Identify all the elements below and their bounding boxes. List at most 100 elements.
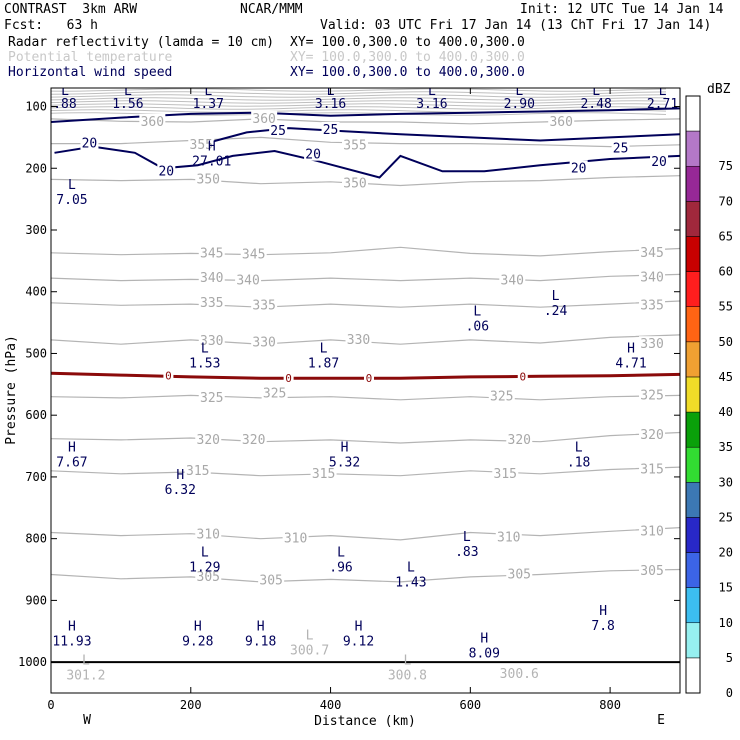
colorbar-cell-55 bbox=[685, 271, 701, 307]
theta-label: 315 bbox=[186, 464, 209, 479]
theta-label-bg bbox=[639, 562, 666, 577]
theta-upper-contour bbox=[51, 97, 667, 101]
x-tick-label: 800 bbox=[599, 698, 621, 712]
wind-extremum-type: H bbox=[176, 468, 184, 483]
theta-label: 350 bbox=[343, 177, 366, 192]
theta-label-bg bbox=[639, 426, 666, 441]
x-tick-label: 200 bbox=[180, 698, 202, 712]
wind-extremum-type: H bbox=[599, 604, 607, 619]
theta-label: 310 bbox=[284, 532, 307, 547]
wind-extremum-value: 9.18 bbox=[245, 634, 276, 649]
model-name: CONTRAST 3km ARW bbox=[4, 2, 138, 17]
init-time: Init: 12 UTC Tue 14 Jan 14 bbox=[520, 2, 724, 17]
theta-label-bg bbox=[139, 113, 166, 128]
wind-extremum-type: L bbox=[575, 440, 583, 455]
top-extremum-type: L bbox=[592, 84, 600, 99]
theta-label-bg bbox=[506, 566, 533, 581]
theta-label-bg bbox=[251, 110, 278, 125]
x-tick-label: 0 bbox=[47, 698, 54, 712]
colorbar-label-20: 20 bbox=[719, 546, 733, 560]
theta-label-bg bbox=[488, 388, 515, 403]
colorbar-label-10: 10 bbox=[719, 616, 733, 630]
x-axis-label: Distance (km) bbox=[314, 714, 416, 729]
colorbar-cell-30 bbox=[685, 446, 701, 483]
theta-label: 305 bbox=[197, 570, 220, 585]
theta-label-bg bbox=[499, 272, 526, 287]
theta-label: 310 bbox=[497, 530, 520, 545]
theta-label: 325 bbox=[200, 391, 223, 406]
theta-label: 310 bbox=[197, 527, 220, 542]
theta-extremum-type: L bbox=[404, 653, 412, 668]
zero-label-bg bbox=[283, 370, 294, 385]
colorbar-cell-0 bbox=[685, 657, 701, 694]
wind-label: 20 bbox=[651, 155, 667, 170]
theta-label-bg bbox=[195, 431, 222, 446]
wind-label-bg bbox=[611, 140, 630, 155]
colorbar-cell-75 bbox=[685, 130, 701, 167]
wind-label: 20 bbox=[305, 148, 321, 163]
wind-extremum-value: .96 bbox=[329, 560, 352, 575]
theta-label-bg bbox=[235, 272, 262, 287]
theta-label-bg bbox=[639, 461, 666, 476]
x-west-label: W bbox=[83, 713, 91, 728]
theta-label-bg bbox=[282, 530, 309, 545]
wind-extremum-type: L bbox=[337, 545, 345, 560]
x-tick-label: 400 bbox=[320, 698, 342, 712]
wind-label: 25 bbox=[613, 142, 629, 157]
colorbar-label-15: 15 bbox=[719, 581, 733, 595]
x-east-label: E bbox=[657, 713, 665, 728]
wind-contour-20 bbox=[54, 145, 680, 179]
colorbar-label-40: 40 bbox=[719, 405, 733, 419]
theta-label: 325 bbox=[640, 388, 663, 403]
theta-label-bg bbox=[251, 297, 278, 312]
theta-extremum-value: 300.6 bbox=[500, 667, 539, 682]
y-tick-label: 900 bbox=[25, 593, 47, 607]
wind-extremum-value: .18 bbox=[567, 455, 590, 470]
theta-label-bg bbox=[195, 526, 222, 541]
theta-label-bg bbox=[639, 269, 666, 284]
center-name: NCAR/MMM bbox=[240, 2, 303, 17]
theta-label: 330 bbox=[640, 337, 663, 352]
top-extremum-value: 3.16 bbox=[315, 97, 346, 112]
theta-label: 310 bbox=[640, 524, 663, 539]
wind-extremum-value: 7.05 bbox=[56, 193, 87, 208]
colorbar-cell-20 bbox=[685, 517, 701, 553]
theta-label: 335 bbox=[200, 296, 223, 311]
theta-label-bg bbox=[240, 246, 267, 261]
y-tick-label: 300 bbox=[25, 223, 47, 237]
theta-label-bg bbox=[639, 244, 666, 259]
wind-label: 20 bbox=[158, 164, 174, 179]
wind-extremum-value: .24 bbox=[544, 304, 568, 319]
theta-label: 325 bbox=[263, 387, 286, 402]
theta-extremum-value: 300.7 bbox=[290, 644, 329, 659]
colorbar-label-70: 70 bbox=[719, 194, 733, 208]
colorbar-cell-5 bbox=[685, 622, 701, 659]
top-extremum-type: L bbox=[61, 84, 69, 99]
colorbar-label-60: 60 bbox=[719, 265, 733, 279]
wind-extremum-type: H bbox=[194, 619, 202, 634]
theta-contour-315 bbox=[51, 466, 680, 477]
theta-contour-305 bbox=[51, 568, 680, 583]
wind-extremum-value: 9.28 bbox=[182, 634, 213, 649]
y-tick-label: 600 bbox=[25, 408, 47, 422]
wind-extremum-value: 11.93 bbox=[52, 634, 91, 649]
theta-contour-345 bbox=[51, 246, 680, 257]
theta-upper-contour bbox=[51, 88, 667, 92]
zero-label: 0 bbox=[165, 370, 172, 383]
theta-label: 355 bbox=[190, 138, 213, 153]
wind-extremum-type: L bbox=[201, 342, 209, 357]
wind-extremum-value: 9.12 bbox=[343, 634, 374, 649]
wind-extremum-type: H bbox=[68, 619, 76, 634]
y-tick-label: 800 bbox=[25, 532, 47, 546]
colorbar-cell-40 bbox=[685, 376, 701, 413]
theta-label-bg bbox=[198, 270, 225, 285]
theta-label: 330 bbox=[200, 334, 223, 349]
wind-extremum-type: L bbox=[463, 530, 471, 545]
x-tick-label: 600 bbox=[459, 698, 481, 712]
theta-label-bg bbox=[184, 462, 211, 477]
colorbar-frame bbox=[685, 95, 701, 694]
theta-label: 345 bbox=[200, 246, 223, 261]
wind-extremum-type: L bbox=[68, 178, 76, 193]
theta-label-bg bbox=[198, 294, 225, 309]
wind-label-bg bbox=[157, 163, 176, 178]
